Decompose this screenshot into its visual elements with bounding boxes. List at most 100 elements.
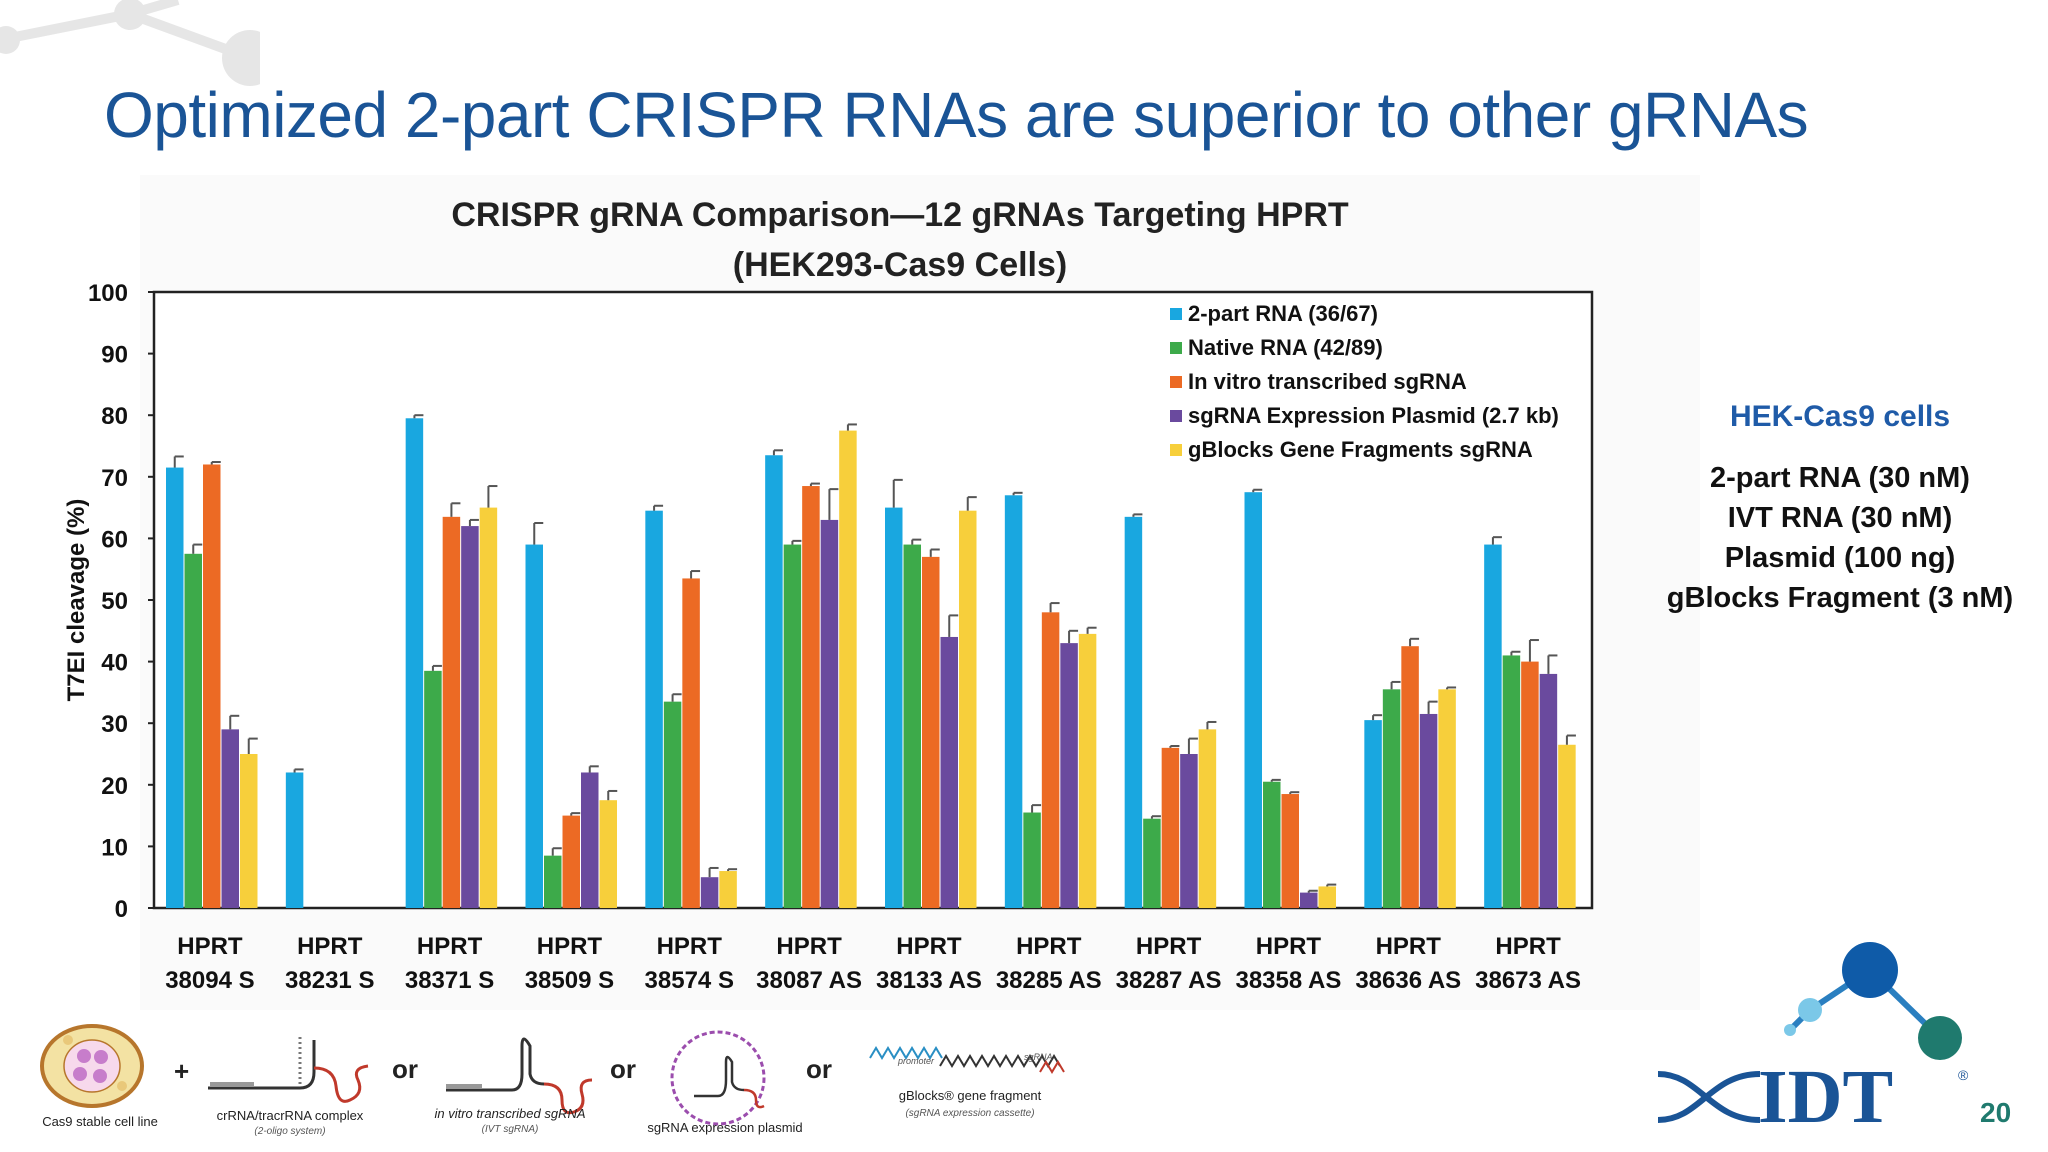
x-tick-label: 38371 S: [405, 967, 494, 994]
bar: [1124, 516, 1143, 908]
side-panel-line: Plasmid (100 ng): [1724, 542, 1956, 574]
x-tick-label: 38358 AS: [1235, 967, 1341, 994]
crrna-sublabel: (2-oligo system): [254, 1126, 326, 1137]
bar: [1419, 713, 1438, 908]
cas9-cell-label: Cas9 stable cell line: [42, 1114, 158, 1129]
bar: [1078, 633, 1097, 908]
y-tick-label: 40: [101, 650, 128, 677]
bar-chart: 0 10 20 30 40 50 60 70 80 90 100 T7EI cleavage (%) H…: [63, 280, 1594, 994]
bar: [405, 418, 424, 908]
page-number: 20: [1980, 1097, 2012, 1128]
x-tick-label: HPRT: [1136, 933, 1202, 960]
bar: [581, 772, 599, 908]
bar: [424, 670, 442, 908]
side-panel: HEK-Cas9 cells 2-part RNA (30 nM) IVT RN…: [1640, 400, 2040, 618]
bar: [442, 516, 461, 908]
legend-label: gBlocks Gene Fragments sgRNA: [1188, 437, 1533, 462]
x-tick-label: HPRT: [1256, 933, 1322, 960]
legend-label: sgRNA Expression Plasmid (2.7 kb): [1188, 403, 1559, 428]
bar: [203, 464, 221, 908]
bar: [719, 871, 737, 908]
legend-label: In vitro transcribed sgRNA: [1188, 369, 1467, 394]
bar: [783, 544, 802, 908]
legend-swatch: [1170, 308, 1182, 320]
y-tick-label: 50: [101, 588, 128, 615]
plus-sign: +: [174, 1056, 190, 1086]
plasmid-label: sgRNA expression plasmid: [647, 1120, 803, 1135]
gblocks-sublabel: (sgRNA expression cassette): [905, 1108, 1035, 1119]
bar: [1281, 794, 1299, 908]
bar: [903, 544, 921, 908]
bar: [922, 556, 940, 908]
bar: [544, 855, 562, 908]
x-tick-label: 38636 AS: [1355, 967, 1461, 994]
bar: [461, 526, 479, 908]
x-tick-label: HPRT: [417, 933, 483, 960]
chart-title: CRISPR gRNA Comparison—12 gRNAs Targetin…: [451, 196, 1349, 234]
x-tick-label: 38231 S: [285, 967, 374, 994]
x-tick-label: HPRT: [1376, 933, 1442, 960]
or-word: or: [392, 1054, 418, 1084]
bar: [645, 510, 663, 908]
legend-label: Native RNA (42/89): [1188, 335, 1383, 360]
chart-subtitle: (HEK293-Cas9 Cells): [732, 246, 1068, 284]
bar: [820, 519, 839, 908]
bar: [285, 772, 304, 908]
bar: [221, 729, 239, 908]
logo-text: IDT: [1758, 1055, 1893, 1130]
x-tick-label: HPRT: [776, 933, 842, 960]
x-tick-label: HPRT: [537, 933, 603, 960]
x-tick-label: 38285 AS: [996, 967, 1102, 994]
x-tick-label: 38574 S: [645, 967, 734, 994]
molecule-decoration: [0, 0, 260, 86]
grna-options-graphics: [40, 1024, 1065, 1126]
x-tick-label: 38133 AS: [876, 967, 982, 994]
y-tick-label: 20: [101, 773, 128, 800]
x-tick-label: HPRT: [896, 933, 962, 960]
side-panel-heading: HEK-Cas9 cells: [1729, 400, 1951, 433]
bar: [1382, 689, 1401, 908]
x-tick-label: 38087 AS: [756, 967, 862, 994]
dna-helix-icon: [1657, 1071, 1761, 1123]
bar: [1364, 720, 1382, 908]
bar: [1401, 646, 1419, 908]
y-tick-label: 30: [101, 711, 128, 738]
bar: [663, 701, 682, 908]
y-tick-label: 10: [101, 834, 128, 861]
sgrna-label: sgRNA: [1024, 1052, 1053, 1062]
x-tick-label: HPRT: [297, 933, 363, 960]
bar: [839, 430, 857, 908]
side-panel-line: gBlocks Fragment (3 nM): [1666, 582, 2014, 614]
ivt-sublabel: (IVT sgRNA): [481, 1124, 539, 1135]
promoter-label: promoter: [898, 1056, 935, 1066]
or-word: or: [610, 1054, 636, 1084]
gblocks-fragment-icon: [869, 1046, 1065, 1074]
bar: [802, 486, 820, 908]
side-panel-line: 2-part RNA (30 nM): [1710, 462, 1970, 494]
y-tick-label: 0: [115, 896, 128, 923]
ivt-sgrna-icon: [446, 1037, 593, 1115]
bar: [1521, 661, 1539, 908]
bar: [1558, 744, 1576, 908]
bar: [1198, 729, 1217, 908]
x-tick-label: 38287 AS: [1116, 967, 1222, 994]
bar: [700, 877, 719, 908]
bar: [599, 800, 617, 908]
bar: [1502, 655, 1521, 908]
legend-swatch: [1170, 376, 1182, 388]
bar: [1041, 612, 1060, 908]
legend-swatch: [1170, 410, 1182, 422]
grna-options-strip: Cas9 stable cell line + crRNA/tracrRNA c…: [0, 1010, 1120, 1152]
chart-title-block: CRISPR gRNA Comparison—12 gRNAs Targetin…: [150, 190, 1650, 290]
side-panel-line: IVT RNA (30 nM): [1727, 502, 1953, 534]
bar: [1300, 892, 1318, 908]
logo-registered-mark: ®: [1958, 1067, 1969, 1083]
x-tick-label: HPRT: [1016, 933, 1082, 960]
bar: [1244, 492, 1262, 908]
bar: [1023, 812, 1041, 908]
bar: [166, 467, 184, 908]
gblocks-label: gBlocks® gene fragment: [898, 1088, 1042, 1103]
legend-label: 2-part RNA (36/67): [1188, 301, 1378, 326]
y-tick-label: 60: [101, 526, 128, 553]
bar: [184, 553, 202, 908]
